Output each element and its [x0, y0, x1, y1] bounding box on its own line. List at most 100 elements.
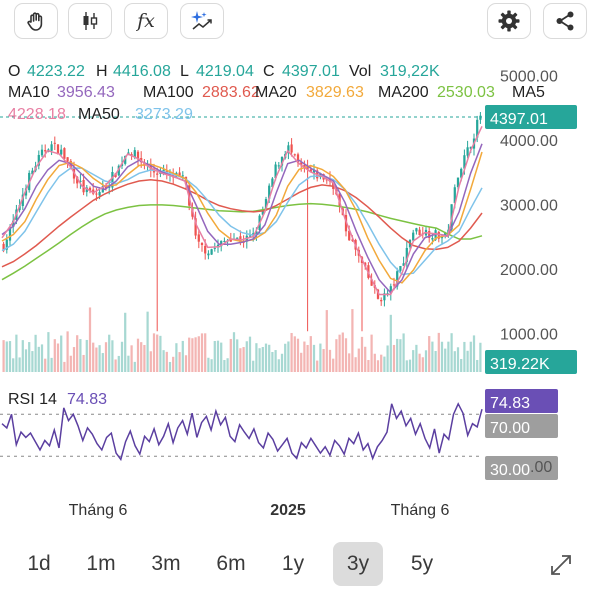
volume-bar	[328, 349, 332, 372]
candle-body	[306, 165, 309, 170]
volume-bar	[466, 350, 469, 372]
l-value: 4219.04	[196, 63, 254, 80]
candle-body	[98, 191, 101, 196]
volume-bar	[437, 332, 440, 372]
candle-body	[309, 169, 312, 173]
volume-bar	[431, 341, 434, 372]
volume-bar	[444, 348, 447, 372]
volume-bar	[197, 336, 200, 372]
indicators-button[interactable]: fx	[124, 3, 168, 39]
toolbar: fx	[0, 0, 600, 44]
volume-bar	[40, 344, 44, 372]
candle-body	[431, 238, 434, 240]
candle-body	[405, 247, 408, 262]
candle-body	[469, 146, 472, 149]
range-3m-button[interactable]: 3m	[151, 552, 181, 575]
volume-bar	[415, 344, 418, 372]
candle-body	[53, 142, 56, 144]
volume-bar	[60, 335, 63, 372]
candle-body	[399, 266, 402, 271]
volume-bar	[34, 334, 37, 372]
l-label: L	[180, 63, 189, 80]
ma200-value: 2530.03	[437, 84, 495, 101]
candle-body	[348, 230, 351, 241]
volume-bar	[200, 333, 204, 372]
volume-bar	[434, 351, 437, 372]
share-button[interactable]	[543, 3, 587, 39]
range-6m-button[interactable]: 6m	[216, 552, 246, 575]
candle-body	[181, 175, 184, 177]
volume-bar	[152, 333, 156, 372]
volume-bar	[440, 341, 444, 372]
candle-body	[162, 169, 165, 173]
candlestick-type-button[interactable]	[68, 3, 112, 39]
settings-button[interactable]	[487, 3, 531, 39]
volume-bar	[120, 341, 124, 372]
volume-bar	[172, 356, 175, 372]
volume-bar	[140, 342, 143, 372]
range-1y-button[interactable]: 1y	[281, 552, 305, 575]
ma5-label: MA5	[512, 84, 545, 101]
volume-bar	[399, 339, 402, 372]
volume-bar	[216, 340, 220, 372]
ma100-value: 2883.62	[202, 84, 260, 101]
volume-bar	[476, 359, 479, 372]
volume-bar	[108, 334, 111, 372]
ma10-line	[1, 143, 483, 294]
candle-body	[82, 179, 85, 193]
candle-body	[95, 193, 98, 195]
volume-bar	[50, 357, 53, 372]
expand-icon[interactable]	[548, 552, 574, 578]
volume-bar	[376, 360, 380, 372]
volume-bar	[18, 357, 21, 372]
candle-body	[197, 234, 200, 242]
x-axis-label: Tháng 6	[391, 502, 450, 519]
volume-bar	[44, 358, 47, 372]
range-1m-button[interactable]: 1m	[86, 552, 116, 575]
volume-bar	[338, 334, 341, 372]
volume-bar	[322, 349, 325, 372]
candle-body	[44, 150, 47, 152]
volume-bar	[290, 332, 293, 372]
volume-bar	[472, 335, 476, 372]
ma10-label: MA10	[8, 84, 50, 101]
range-5y-button[interactable]: 5y	[410, 552, 434, 575]
vol-label: Vol	[349, 63, 371, 80]
range-3y-button[interactable]: 3y	[333, 542, 383, 586]
candle-body	[389, 286, 392, 294]
candle-body	[56, 144, 60, 155]
rsi-70-badge: 70.00	[490, 420, 530, 437]
candle-body	[456, 177, 460, 188]
volume-bar	[316, 360, 319, 372]
candle-body	[418, 229, 421, 236]
volume-bar	[124, 312, 127, 372]
candle-body	[280, 156, 284, 166]
volume-bar	[63, 361, 66, 372]
candle-body	[133, 150, 136, 157]
vol-value: 319,22K	[380, 63, 440, 80]
rsi-30-badge-bg	[485, 456, 558, 480]
x-axis-label: 2025	[270, 502, 306, 519]
hand-tool-button[interactable]	[14, 3, 58, 39]
share-icon	[556, 11, 574, 31]
volume-bar	[236, 339, 239, 372]
range-1d-button[interactable]: 1d	[27, 552, 51, 575]
volume-bar	[136, 338, 140, 372]
candle-body	[204, 245, 207, 254]
volume-bar	[296, 338, 300, 372]
volume-bar	[456, 347, 460, 372]
volume-bar	[223, 360, 226, 372]
volume-bar	[312, 344, 316, 372]
candle-body	[428, 230, 431, 238]
volume-badge: 319.22K	[490, 356, 550, 373]
rsi-label-value: 74.83	[67, 391, 107, 408]
volume-bar	[309, 336, 312, 372]
volume-bar	[146, 311, 149, 372]
price-chart[interactable]: 5000.00 4000.00 3000.00 2000.00 1000.00 Tháng…	[0, 52, 600, 522]
ma5-value: 4228.18	[8, 106, 66, 123]
volume-bar	[226, 358, 229, 372]
volume-bar	[2, 340, 5, 372]
ai-analysis-button[interactable]	[180, 3, 224, 39]
candle-body	[76, 176, 79, 184]
candle-body	[264, 198, 268, 210]
